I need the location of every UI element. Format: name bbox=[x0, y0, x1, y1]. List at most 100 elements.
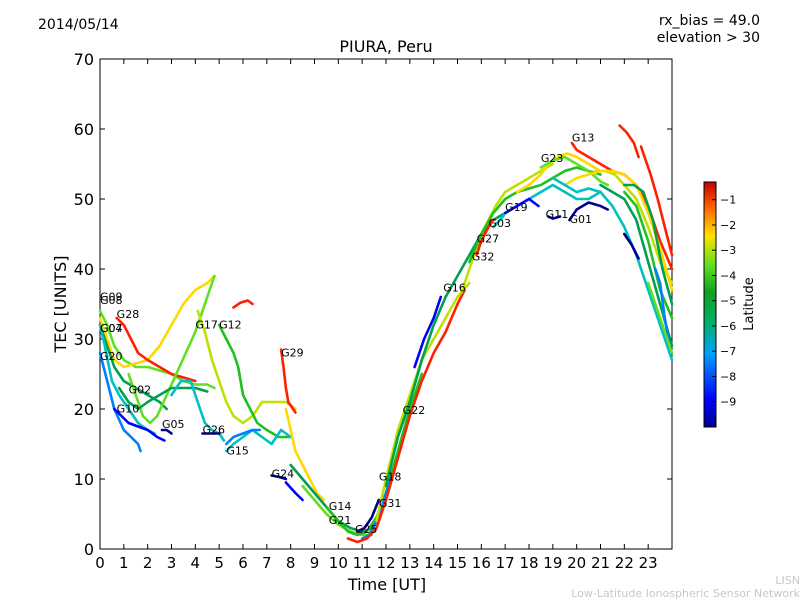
colorbar-ticks: −1 −2 −3 −4 −5 −6 −7 −8 −9 bbox=[712, 194, 736, 409]
series-G21 bbox=[325, 372, 424, 537]
satellite-label: G18 bbox=[379, 470, 402, 483]
series-G29e bbox=[639, 145, 674, 257]
series-G13b bbox=[539, 155, 609, 187]
y-tick-label: 20 bbox=[74, 400, 94, 419]
series-G15 bbox=[225, 428, 292, 453]
series-G08e bbox=[551, 176, 674, 362]
credit-block: LISN Low-Latitude Ionospheric Sensor Net… bbox=[571, 574, 800, 600]
x-tick-label: 21 bbox=[591, 554, 610, 572]
series-G17 bbox=[196, 309, 297, 425]
series-G06 bbox=[232, 299, 254, 309]
series-G03x bbox=[117, 386, 209, 411]
x-tick-label: 7 bbox=[262, 554, 272, 572]
axes-group: 0 1 2 3 4 5 6 7 8 9 10 11 12 13 14 15 16 17 18 19 20 21 22 2301… bbox=[74, 50, 672, 572]
series-G24b bbox=[284, 481, 304, 502]
satellite-label: G04 bbox=[100, 322, 123, 335]
x-tick-label: 5 bbox=[214, 554, 224, 572]
satellite-label: G22 bbox=[403, 404, 426, 417]
x-tick-label: 12 bbox=[376, 554, 395, 572]
series-G14 bbox=[301, 484, 373, 537]
y-tick-label: 70 bbox=[74, 50, 94, 69]
series-G03 bbox=[492, 183, 602, 229]
x-tick-label: 13 bbox=[400, 554, 419, 572]
x-tick-label: 14 bbox=[424, 554, 443, 572]
satellite-label: G17 bbox=[195, 319, 218, 332]
colorbar-tick-label: −2 bbox=[720, 219, 736, 232]
satellite-label: G05 bbox=[162, 418, 185, 431]
series-G17e bbox=[623, 183, 674, 306]
series-G20 bbox=[98, 351, 142, 453]
colorbar-tick-label: −7 bbox=[720, 345, 736, 358]
y-tick-label: 0 bbox=[84, 540, 94, 559]
series-G19 bbox=[503, 197, 540, 215]
x-tick-label: 17 bbox=[496, 554, 515, 572]
colorbar bbox=[703, 181, 717, 428]
satellite-label: G16 bbox=[443, 281, 466, 294]
x-tick-label: 15 bbox=[448, 554, 467, 572]
series-G29b bbox=[284, 407, 326, 502]
colorbar-tick-label: −8 bbox=[720, 370, 736, 383]
x-tick-label: 22 bbox=[615, 554, 634, 572]
x-tick-label: 11 bbox=[353, 554, 372, 572]
x-tick-label: 2 bbox=[143, 554, 153, 572]
satellite-label: G01 bbox=[570, 213, 593, 226]
x-tick-label: 19 bbox=[543, 554, 562, 572]
satellite-label: G14 bbox=[329, 500, 352, 513]
x-tick-label: 20 bbox=[567, 554, 586, 572]
satellite-label: G21 bbox=[329, 514, 352, 527]
colorbar-tick-label: −6 bbox=[720, 320, 736, 333]
satellite-label: G15 bbox=[226, 445, 249, 458]
satellite-label: G23 bbox=[541, 152, 564, 165]
satellite-label: G20 bbox=[100, 350, 123, 363]
satellite-label: G24 bbox=[272, 468, 295, 481]
satellite-label: G26 bbox=[202, 424, 225, 437]
satellite-label: G10 bbox=[117, 403, 140, 416]
rx-bias-label: rx_bias = 49.0 bbox=[658, 13, 760, 29]
satellite-label: G28 bbox=[117, 308, 140, 321]
series-G28e bbox=[599, 183, 674, 348]
satellite-label: G12 bbox=[219, 319, 242, 332]
series-G15b bbox=[225, 428, 261, 446]
y-tick-label: 60 bbox=[74, 120, 94, 139]
colorbar-tick-label: −9 bbox=[720, 396, 736, 409]
series-G23 bbox=[515, 152, 602, 194]
satellite-label: G31 bbox=[379, 497, 402, 510]
colorbar-label: Latitude bbox=[742, 277, 757, 331]
series-G28 bbox=[115, 316, 197, 383]
series-G05 bbox=[160, 428, 173, 435]
satellite-label: G07 bbox=[100, 322, 123, 335]
series-G09 bbox=[98, 309, 216, 390]
series-G29 bbox=[279, 348, 297, 414]
satellite-label: G11 bbox=[546, 208, 569, 221]
series-G32b bbox=[475, 218, 495, 257]
elevation-label: elevation > 30 bbox=[656, 30, 760, 46]
x-tick-label: 3 bbox=[167, 554, 177, 572]
x-tick-label: 1 bbox=[119, 554, 129, 572]
x-tick-label: 10 bbox=[329, 554, 348, 572]
colorbar-tick-label: −1 bbox=[720, 194, 736, 207]
series-G11 bbox=[546, 215, 562, 220]
satellite-label: G03 bbox=[488, 217, 511, 230]
y-tick-label: 10 bbox=[74, 470, 94, 489]
y-tick-label: 40 bbox=[74, 260, 94, 279]
x-tick-label: 4 bbox=[191, 554, 201, 572]
y-tick-label: 30 bbox=[74, 330, 94, 349]
series-G12 bbox=[217, 323, 292, 439]
series-G25 bbox=[356, 498, 381, 533]
satellite-label: G19 bbox=[505, 201, 528, 214]
colorbar-tick-label: −4 bbox=[720, 269, 736, 282]
x-axis-label: Time [UT] bbox=[347, 575, 426, 594]
credit-network: Low-Latitude Ionospheric Sensor Network bbox=[571, 587, 800, 600]
series-G20e bbox=[646, 281, 674, 355]
series-G24 bbox=[270, 474, 288, 481]
series-G04e bbox=[654, 267, 671, 348]
x-tick-label: 6 bbox=[238, 554, 248, 572]
x-tick-label: 18 bbox=[519, 554, 538, 572]
series-G07e bbox=[623, 232, 640, 260]
x-tick-label: 8 bbox=[286, 554, 296, 572]
series-G18 bbox=[346, 288, 466, 544]
satellite-label: G09 bbox=[100, 291, 123, 304]
series-G16b bbox=[413, 295, 443, 369]
